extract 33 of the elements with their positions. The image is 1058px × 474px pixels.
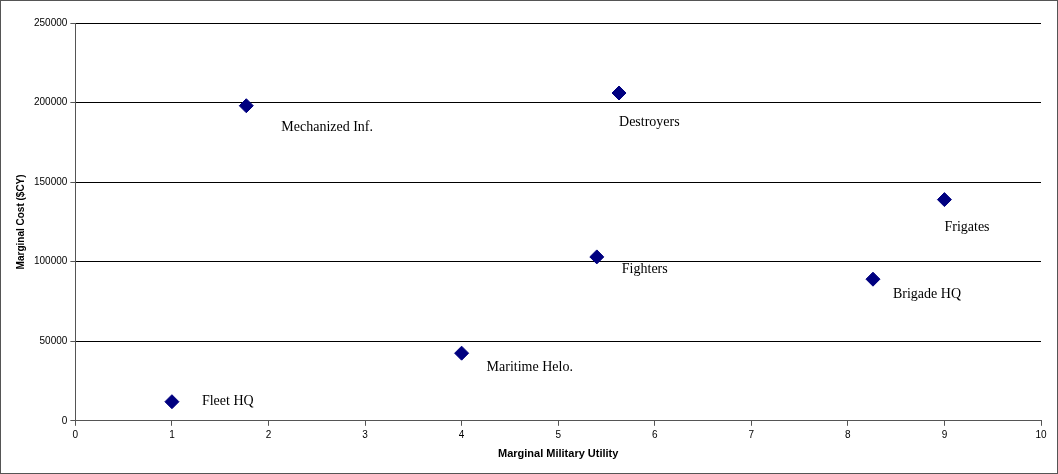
y-axis-title: Marginal Cost ($CY) xyxy=(14,174,26,270)
x-tick-label: 8 xyxy=(845,428,852,440)
x-tick-label: 9 xyxy=(941,428,948,440)
annotation: Frigates xyxy=(944,219,990,235)
annotation: Maritime Helo. xyxy=(486,358,573,374)
x-tick-label: 3 xyxy=(362,428,369,440)
y-tick-label: 50000 xyxy=(39,334,68,346)
annotation: Fleet HQ xyxy=(201,393,254,409)
x-tick-label: 5 xyxy=(555,428,562,440)
point xyxy=(164,394,180,410)
point xyxy=(589,249,605,265)
point xyxy=(936,192,952,208)
x-tick-label: 0 xyxy=(72,428,79,440)
x-tick-label: 6 xyxy=(651,428,658,440)
annotation: Destroyers xyxy=(619,113,680,129)
annotation: Mechanized Inf. xyxy=(281,119,374,135)
y-tick-label: 150000 xyxy=(33,175,68,187)
y-tick-label: 250000 xyxy=(33,16,68,28)
annotation: Brigade HQ xyxy=(892,285,962,301)
point xyxy=(454,345,470,361)
y-tick-label: 0 xyxy=(61,414,68,426)
x-tick-label: 2 xyxy=(265,428,272,440)
annotation: Fighters xyxy=(621,260,668,276)
y-tick-label: 200000 xyxy=(33,96,68,108)
x-tick-label: 10 xyxy=(1035,428,1047,440)
x-tick-label: 7 xyxy=(748,428,755,440)
y-tick-label: 100000 xyxy=(33,255,68,267)
x-tick-label: 4 xyxy=(458,428,465,440)
x-axis-title: Marginal Military Utility xyxy=(497,447,620,460)
point xyxy=(611,85,627,101)
point xyxy=(865,271,881,287)
x-tick-label: 1 xyxy=(169,428,176,440)
point xyxy=(238,98,254,114)
